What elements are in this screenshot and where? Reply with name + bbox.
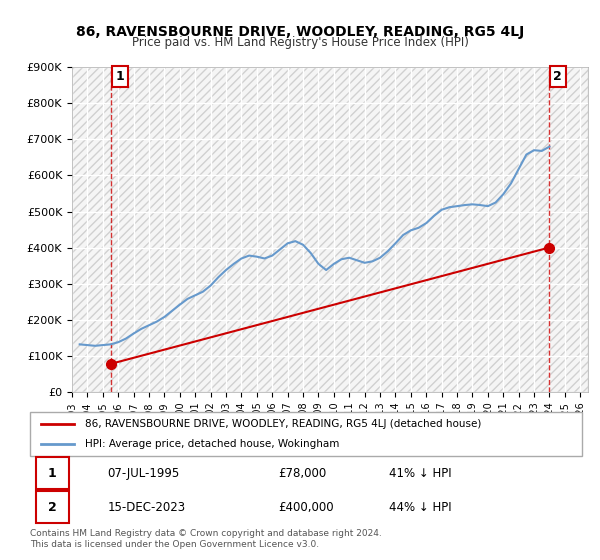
Text: 07-JUL-1995: 07-JUL-1995 [107,466,179,480]
FancyBboxPatch shape [30,412,582,456]
Text: 86, RAVENSBOURNE DRIVE, WOODLEY, READING, RG5 4LJ: 86, RAVENSBOURNE DRIVE, WOODLEY, READING… [76,25,524,39]
Text: 41% ↓ HPI: 41% ↓ HPI [389,466,451,480]
Text: HPI: Average price, detached house, Wokingham: HPI: Average price, detached house, Woki… [85,439,340,449]
Text: £78,000: £78,000 [278,466,326,480]
Text: 86, RAVENSBOURNE DRIVE, WOODLEY, READING, RG5 4LJ (detached house): 86, RAVENSBOURNE DRIVE, WOODLEY, READING… [85,419,482,429]
Text: 44% ↓ HPI: 44% ↓ HPI [389,501,451,514]
Text: 2: 2 [553,70,562,83]
Text: Price paid vs. HM Land Registry's House Price Index (HPI): Price paid vs. HM Land Registry's House … [131,36,469,49]
Text: 2: 2 [48,501,56,514]
Text: Contains HM Land Registry data © Crown copyright and database right 2024.
This d: Contains HM Land Registry data © Crown c… [30,529,382,549]
FancyBboxPatch shape [35,457,68,489]
Text: 1: 1 [48,466,56,480]
FancyBboxPatch shape [35,491,68,524]
Text: 15-DEC-2023: 15-DEC-2023 [107,501,185,514]
Text: £400,000: £400,000 [278,501,334,514]
Text: 1: 1 [115,70,124,83]
